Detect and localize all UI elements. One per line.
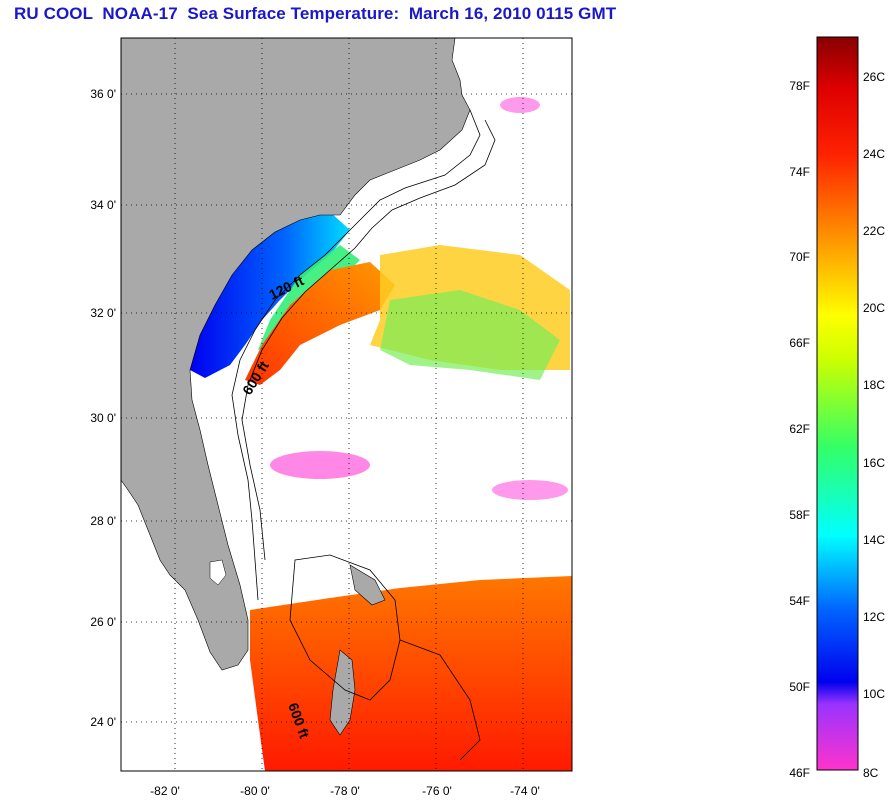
colorbar-f-label: 54F — [789, 594, 810, 608]
colorbar-c-label: 18C — [863, 378, 885, 392]
colorbar-f-labels: 78F 74F 70F 66F 62F 58F 54F 50F 46F — [789, 79, 810, 780]
lon-tick-label: -74 0' — [510, 784, 540, 798]
colorbar-c-label: 10C — [863, 687, 885, 701]
colorbar-c-label: 22C — [863, 224, 885, 238]
colorbar-f-label: 58F — [789, 508, 810, 522]
lake-okeechobee — [209, 559, 227, 586]
sst-data-layer — [190, 97, 572, 771]
colorbar-c-label: 8C — [863, 766, 879, 780]
bahamas-island — [349, 564, 386, 606]
lon-tick-label: -76 0' — [422, 784, 452, 798]
colorbar-f-label: 46F — [789, 766, 810, 780]
colorbar-gradient — [816, 36, 859, 771]
us-coast-landmass — [121, 38, 471, 671]
temperature-colorbar: 78F 74F 70F 66F 62F 58F 54F 50F 46F 26C … — [789, 36, 885, 780]
colorbar-c-labels: 26C 24C 22C 20C 18C 16C 14C 12C 10C 8C — [863, 70, 885, 780]
map-title: RU COOL NOAA-17 Sea Surface Temperature:… — [14, 4, 617, 23]
lat-axis: 36 0' 34 0' 32 0' 30 0' 28 0' 26 0' 24 0… — [90, 87, 116, 729]
graticule — [121, 38, 572, 771]
colorbar-f-label: 62F — [789, 422, 810, 436]
colorbar-c-label: 26C — [863, 70, 885, 84]
colorbar-f-label: 50F — [789, 680, 810, 694]
map-frame — [120, 37, 573, 772]
gulf-stream-warm-band — [245, 262, 395, 385]
colorbar-c-label: 20C — [863, 301, 885, 315]
colorbar-f-label: 66F — [789, 336, 810, 350]
lat-tick-label: 36 0' — [90, 87, 116, 101]
lon-tick-label: -80 0' — [240, 784, 270, 798]
offshore-magenta-patch — [270, 451, 370, 479]
colorbar-c-label: 24C — [863, 147, 885, 161]
lat-tick-label: 32 0' — [90, 306, 116, 320]
lat-tick-label: 30 0' — [90, 411, 116, 425]
colorbar-f-label: 74F — [789, 165, 810, 179]
lon-tick-label: -78 0' — [330, 784, 360, 798]
colorbar-f-label: 70F — [789, 250, 810, 264]
lat-tick-label: 34 0' — [90, 198, 116, 212]
lat-tick-label: 26 0' — [90, 615, 116, 629]
lat-tick-label: 24 0' — [90, 715, 116, 729]
lat-tick-label: 28 0' — [90, 514, 116, 528]
offshore-magenta-patch — [492, 480, 568, 500]
colorbar-f-label: 78F — [789, 79, 810, 93]
shelf-cold-water-patch — [190, 212, 350, 378]
colorbar-c-label: 16C — [863, 456, 885, 470]
southern-warm-water-patch — [250, 576, 572, 771]
colorbar-c-label: 14C — [863, 533, 885, 547]
offshore-magenta-patch — [500, 97, 540, 113]
offshore-green-patch — [380, 290, 560, 380]
bathymetry-contours — [231, 109, 496, 761]
colorbar-c-label: 12C — [863, 610, 885, 624]
lon-tick-label: -82 0' — [150, 784, 180, 798]
lon-axis: -82 0' -80 0' -78 0' -76 0' -74 0' — [150, 784, 540, 798]
